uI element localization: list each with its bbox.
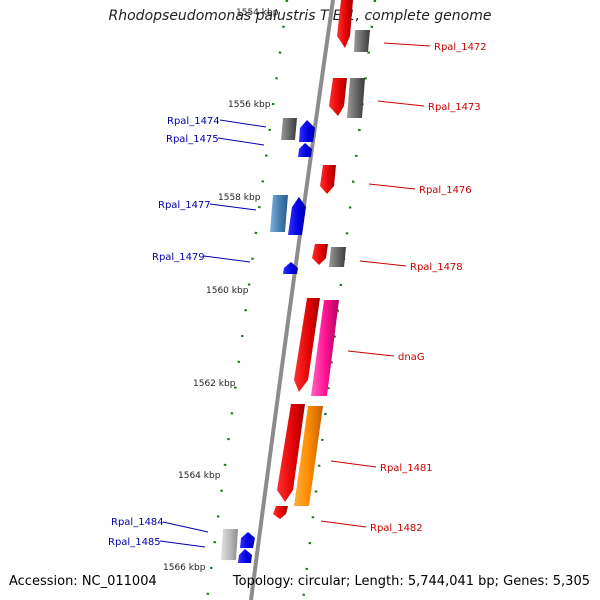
gene-arrow-dnag-b <box>311 300 339 396</box>
gene-label-dnag[interactable]: dnaG <box>398 352 425 363</box>
kbp-label-1566: 1566 kbp <box>163 563 206 573</box>
gene-label-rpal-1476[interactable]: Rpal_1476 <box>419 185 472 196</box>
gene-arrow-rpal-1484b <box>240 532 255 548</box>
gene-arrow-rpal-1485 <box>238 549 252 563</box>
kbp-label-1556: 1556 kbp <box>228 100 271 110</box>
gene-arrow-rpal-1474a <box>281 118 297 140</box>
gene-arrow-rpal-1472 <box>354 30 370 52</box>
kbp-label-1554: 1554 kbp <box>236 8 279 18</box>
gene-label-rpal-1475[interactable]: Rpal_1475 <box>166 134 219 145</box>
gene-arrow-rpal-1473b <box>347 78 365 118</box>
kbp-label-1558: 1558 kbp <box>218 193 261 203</box>
gene-arrow-dnag-a <box>294 298 320 392</box>
kbp-label-1564: 1564 kbp <box>178 471 221 481</box>
gene-arrow-rpal-1477a <box>270 195 288 232</box>
kbp-label-1560: 1560 kbp <box>206 286 249 296</box>
map-title: Rhodopseudomonas palustris TIE-1, comple… <box>108 8 492 24</box>
topology-text: Topology: circular; Length: 5,744,041 bp… <box>232 574 590 589</box>
gene-arrow-rpal-1473a <box>329 78 347 116</box>
gene-arrow-rpal-1476 <box>320 165 336 194</box>
plus-strand-genes <box>273 0 370 519</box>
gene-label-rpal-1479[interactable]: Rpal_1479 <box>152 252 205 263</box>
gene-label-rpal-1485[interactable]: Rpal_1485 <box>108 537 161 548</box>
kbp-label-1562: 1562 kbp <box>193 379 236 389</box>
gene-label-rpal-1482[interactable]: Rpal_1482 <box>370 523 423 534</box>
gene-arrow-rpal-1478b <box>329 247 346 267</box>
kbp-scale: 1554 kbp 1556 kbp 1558 kbp 1560 kbp 1562… <box>163 8 279 573</box>
genome-backbone <box>249 0 335 600</box>
gene-label-rpal-1472[interactable]: Rpal_1472 <box>434 42 487 53</box>
gene-arrow-rpal-1484a <box>221 529 238 560</box>
gene-arrow-rpal-1482 <box>273 506 288 519</box>
gene-arrow-top-red <box>337 0 353 48</box>
gene-arrow-rpal-1475 <box>298 143 312 157</box>
accession-text: Accession: NC_011004 <box>9 574 157 589</box>
gene-arrow-rpal-1479 <box>283 262 298 274</box>
gene-arrow-rpal-1474b <box>299 120 315 142</box>
minus-strand-genes <box>221 118 315 563</box>
plus-strand-labels <box>320 42 431 528</box>
gene-arrow-rpal-1481b <box>294 406 323 506</box>
gene-label-rpal-1478[interactable]: Rpal_1478 <box>410 262 463 273</box>
gene-arrow-rpal-1481a <box>277 404 305 502</box>
gene-label-rpal-1484[interactable]: Rpal_1484 <box>111 517 164 528</box>
gene-label-rpal-1481[interactable]: Rpal_1481 <box>380 463 433 474</box>
gene-arrow-rpal-1478a <box>312 244 328 265</box>
gene-arrow-rpal-1477b <box>288 197 306 235</box>
gene-label-rpal-1474[interactable]: Rpal_1474 <box>167 116 220 127</box>
minus-strand-labels <box>159 119 267 548</box>
gene-label-rpal-1477[interactable]: Rpal_1477 <box>158 200 211 211</box>
gene-label-rpal-1473[interactable]: Rpal_1473 <box>428 102 481 113</box>
